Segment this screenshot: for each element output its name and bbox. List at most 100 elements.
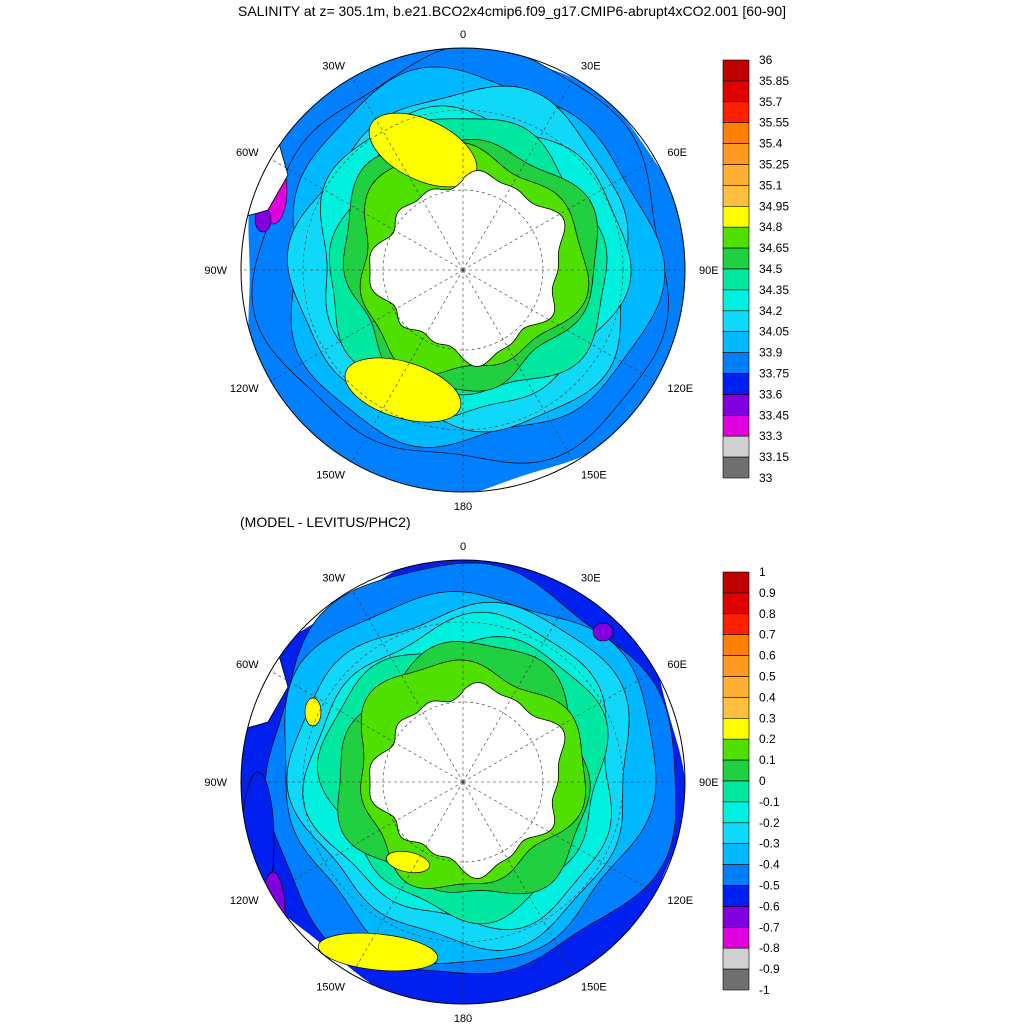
meridian-line: [270, 670, 464, 783]
colorbar-cell: [722, 247, 750, 270]
colorbar-cell: [722, 906, 750, 928]
colorbar-label: 35.4: [759, 137, 783, 151]
contour-blob: [304, 697, 322, 727]
colorbar-cell: [722, 185, 750, 207]
colorbar-cell: [722, 822, 750, 844]
meridian-line: [270, 269, 464, 382]
colorbar-label: 35.85: [759, 74, 789, 88]
longitude-label: 120E: [667, 383, 693, 395]
colorbar-label: 33.3: [759, 429, 783, 443]
colorbar-label: -0.5: [759, 879, 780, 893]
map-border: [240, 559, 686, 1005]
colorbar-label: -0.6: [759, 899, 780, 913]
latitude-circle: [302, 109, 624, 431]
colorbar-cell: [722, 947, 750, 970]
meridian-line: [462, 781, 656, 894]
colorbar-cell: [722, 122, 750, 144]
colorbar-label: -0.7: [759, 920, 780, 934]
colorbar-label: 33: [759, 471, 773, 485]
colorbar-label: 34.8: [759, 220, 783, 234]
longitude-label: 180: [454, 1013, 472, 1024]
colorbar-cell: [722, 718, 750, 740]
colorbar-label: 0.8: [759, 607, 776, 621]
colorbar-label: 0.1: [759, 753, 776, 767]
colorbar-cell: [722, 206, 750, 228]
colorbar-label: 0.9: [759, 586, 776, 600]
longitude-label: 120W: [230, 383, 259, 395]
colorbar-label: -0.4: [759, 858, 780, 872]
colorbar-label: 34.95: [759, 199, 789, 213]
colorbar-cell: [722, 843, 750, 865]
colorbar-label: -0.9: [759, 962, 780, 976]
colorbar-cell: [722, 101, 750, 124]
longitude-label: 90E: [699, 265, 719, 277]
panel-1-title: SALINITY at z= 305.1m, b.e21.BCO2x4cmip6…: [238, 3, 786, 19]
colorbar-label: 33.9: [759, 346, 783, 360]
longitude-label: 180: [454, 501, 472, 512]
colorbar-cell: [722, 634, 750, 656]
colorbar-label: 33.75: [759, 367, 789, 381]
colorbar-label: 0.5: [759, 670, 776, 684]
longitude-label: 60W: [236, 147, 259, 159]
latitude-circle: [302, 621, 624, 943]
colorbar-label: 0: [759, 774, 766, 788]
contour-blob: [385, 850, 431, 874]
colorbar-cell: [722, 352, 750, 374]
colorbar-cell: [722, 414, 750, 437]
colorbar-label: 33.45: [759, 408, 789, 422]
meridian-line: [462, 781, 575, 975]
meridian-line: [462, 269, 575, 463]
colorbar-label: 34.5: [759, 262, 783, 276]
colorbar-cell: [722, 885, 750, 907]
colorbar-label: 34.65: [759, 241, 789, 255]
colorbar-cell: [722, 738, 750, 761]
meridian-line: [351, 269, 464, 463]
contour-blob: [344, 357, 462, 423]
longitude-label: 90E: [699, 777, 719, 789]
meridian-line: [462, 670, 656, 783]
colorbar-cell: [722, 571, 750, 594]
colorbar-label: -0.3: [759, 837, 780, 851]
meridian-line: [270, 781, 464, 894]
longitude-label: 150E: [581, 981, 607, 993]
meridian-line: [351, 781, 464, 975]
colorbar-cell: [722, 80, 750, 103]
latitude-circle: [382, 701, 544, 863]
colorbar-label: 1: [759, 565, 766, 579]
colorbar-cell: [722, 435, 750, 458]
longitude-label: 150E: [581, 469, 607, 481]
colorbar-label: 0.2: [759, 732, 776, 746]
meridian-line: [462, 77, 575, 271]
longitude-label: 60E: [667, 147, 687, 159]
longitude-label: 60W: [236, 659, 259, 671]
longitude-label: 90W: [204, 265, 227, 277]
contour-blob: [317, 932, 439, 972]
longitude-label: 0: [460, 29, 466, 41]
colorbar-cell: [722, 456, 750, 479]
difference-map-panel: 0 30E 60E 90E 120E 150E 180 150W 120W 90W 60W 30W 1 0…: [204, 541, 780, 1024]
panel-2-title: (MODEL - LEVITUS/PHC2): [240, 514, 411, 530]
map-border: [240, 47, 686, 493]
longitude-label: 150W: [316, 981, 345, 993]
colorbar-label: 34.2: [759, 304, 783, 318]
colorbar-cell: [722, 373, 750, 395]
longitude-label: 30E: [581, 573, 601, 585]
colorbar-cell: [722, 394, 750, 416]
colorbar-cell: [722, 801, 750, 824]
colorbar-cell: [722, 655, 750, 677]
colorbar-cell: [722, 697, 750, 719]
colorbar-cell: [722, 268, 750, 291]
colorbar: 36 35.85 35.7 35.55 35.4 35.25 35.1 34.95 34.8 34…: [722, 53, 789, 485]
salinity-map-panel: 0 30E 60E 90E 120E 150E 180 150W 120W 90W 60W 30W 36…: [204, 29, 789, 512]
longitude-label: 120W: [230, 895, 259, 907]
colorbar-label: 0.7: [759, 628, 776, 642]
meridian-line: [270, 158, 464, 271]
contour-low: [262, 959, 344, 985]
contour-low: [592, 622, 614, 642]
colorbar-cell: [722, 864, 750, 886]
colorbar-cell: [722, 331, 750, 353]
colorbar-cell: [722, 310, 750, 332]
colorbar-cell: [722, 226, 750, 249]
colorbar-cell: [722, 592, 750, 615]
longitude-label: 120E: [667, 895, 693, 907]
